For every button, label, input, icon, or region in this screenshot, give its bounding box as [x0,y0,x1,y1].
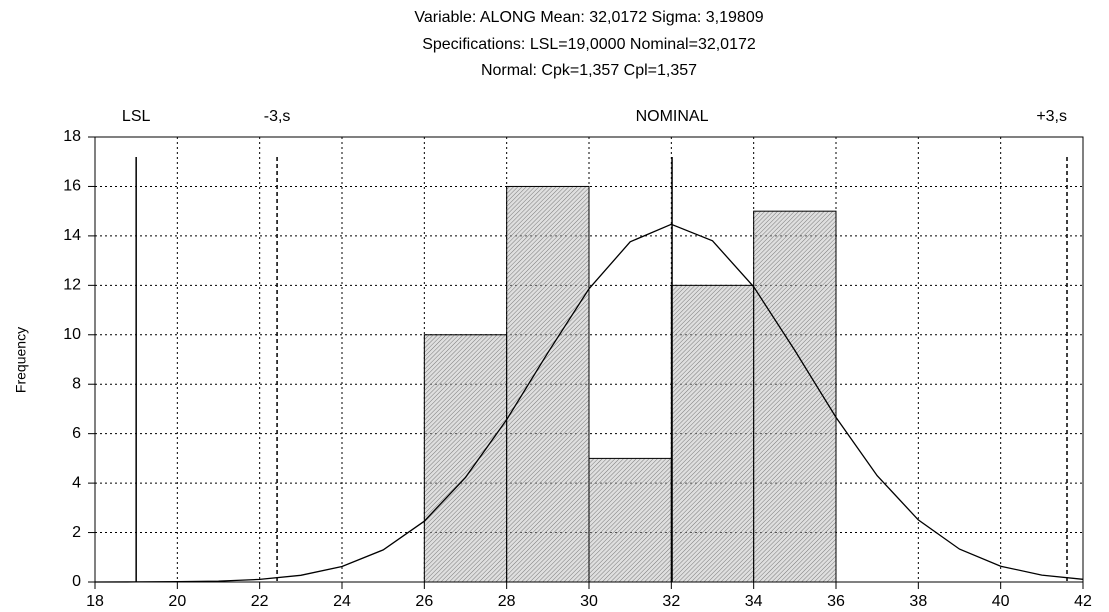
y-tick-label: 12 [63,277,81,294]
x-tick-label: 32 [662,593,680,610]
x-tick-label: 20 [168,593,186,610]
x-tick-label: 24 [333,593,351,610]
y-tick-label: 16 [63,178,81,195]
y-tick-label: 0 [72,573,81,590]
y-tick-label: 2 [72,524,81,541]
bar [753,210,837,583]
reference-label: +3,s [1036,108,1067,125]
x-tick-label: 30 [580,593,598,610]
y-tick-label: 8 [72,375,81,392]
chart-subtitle: Specifications: LSL=19,0000 Nominal=32,0… [422,36,756,53]
x-tick-label: 42 [1074,593,1092,610]
y-tick-label: 14 [63,227,81,244]
bar [506,185,590,583]
x-tick-label: 36 [827,593,845,610]
x-tick-label: 18 [86,593,104,610]
x-tick-label: 38 [909,593,927,610]
x-tick-label: 34 [745,593,763,610]
x-tick-label: 40 [992,593,1010,610]
y-tick-label: 10 [63,326,81,343]
normal-curve [94,223,1084,583]
chart-subtitle: Normal: Cpk=1,357 Cpl=1,357 [481,62,697,79]
bar [670,284,755,583]
plot-frame [94,136,1084,583]
y-axis-label: Frequency [13,327,29,393]
y-tick-label: 18 [63,128,81,145]
reference-label: NOMINAL [636,108,709,125]
chart-title: Variable: ALONG Mean: 32,0172 Sigma: 3,1… [414,9,763,26]
x-tick-label: 22 [251,593,269,610]
reference-label: LSL [122,108,151,125]
x-tick-label: 28 [498,593,516,610]
bar [423,334,508,583]
bar [588,457,672,583]
x-tick-label: 26 [415,593,433,610]
y-tick-label: 6 [72,425,81,442]
reference-label: -3,s [264,108,291,125]
y-tick-label: 4 [72,474,81,491]
